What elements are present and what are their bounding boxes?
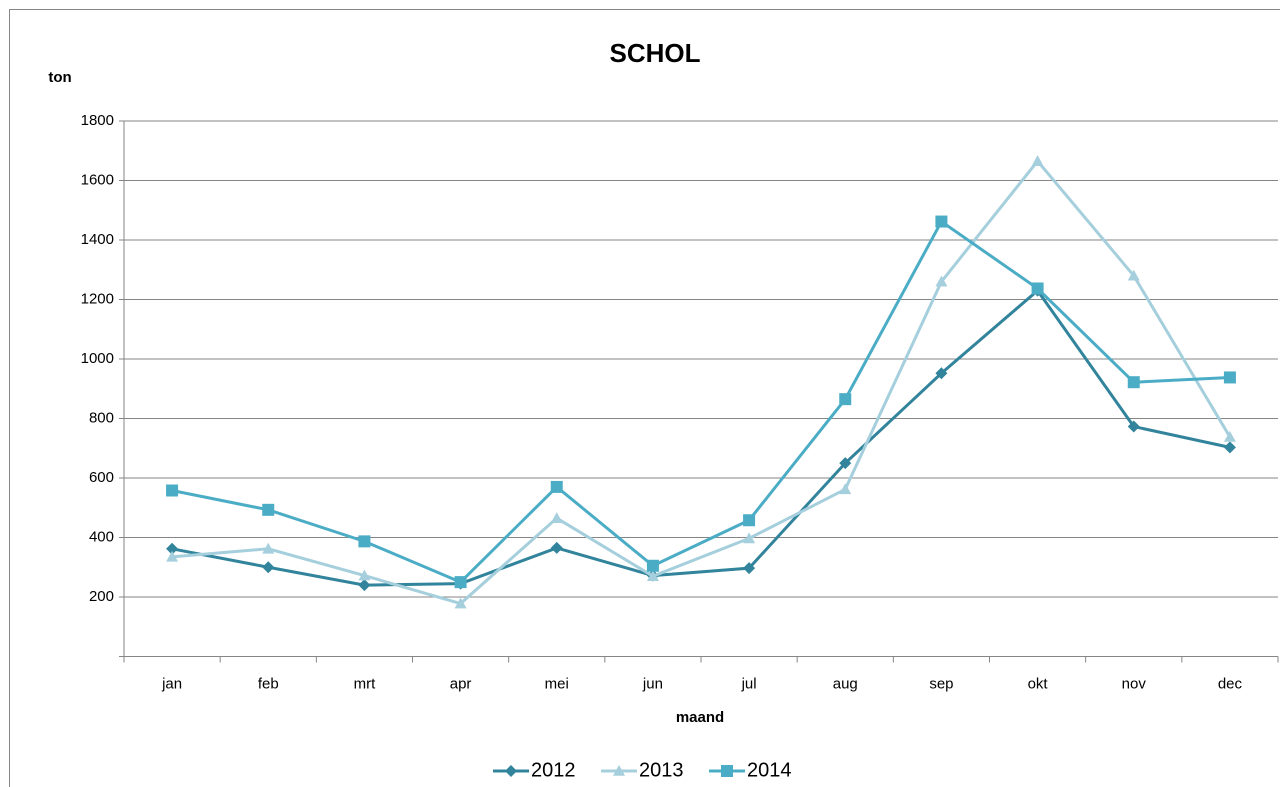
marker-diamond (1223, 441, 1236, 454)
marker-triangle (935, 275, 948, 287)
marker-diamond (505, 765, 517, 777)
x-tick-label: feb (258, 675, 279, 692)
legend-label: 2014 (747, 759, 792, 781)
series-line (171, 288, 1231, 587)
marker-square (839, 393, 852, 406)
marker-triangle (1031, 155, 1044, 166)
x-tick-label: mrt (354, 675, 376, 692)
series-line (171, 219, 1230, 584)
marker-triangle (454, 597, 467, 609)
y-tick-label: 1200 (81, 290, 114, 307)
marker-diamond (743, 562, 756, 575)
marker-square (1031, 282, 1044, 295)
marker-diamond (358, 579, 371, 592)
x-tick-label: jan (161, 675, 182, 692)
y-tick-label: 400 (89, 528, 114, 545)
marker-square (358, 535, 371, 548)
marker-triangle (613, 765, 625, 776)
x-tick-label: sep (929, 675, 953, 692)
marker-square (721, 765, 733, 777)
marker-triangle (1127, 269, 1140, 281)
x-axis-label: maand (676, 709, 724, 726)
marker-diamond (1127, 420, 1140, 433)
x-tick-label: dec (1218, 675, 1243, 692)
y-tick-label: 1000 (81, 350, 114, 367)
marker-square (1127, 376, 1140, 389)
marker-diamond (550, 541, 563, 554)
marker-triangle (743, 532, 756, 544)
marker-diamond (166, 542, 179, 555)
y-tick-label: 600 (89, 469, 114, 486)
chart-title: SCHOL (610, 38, 701, 68)
marker-square (743, 514, 756, 527)
chart-frame (9, 9, 1280, 787)
x-tick-label: apr (450, 675, 472, 692)
x-tick-label: jul (741, 675, 757, 692)
marker-square (550, 480, 563, 493)
y-axis-label: ton (48, 69, 71, 86)
marker-triangle (839, 483, 852, 495)
marker-diamond (839, 457, 852, 470)
marker-square (166, 484, 179, 497)
marker-triangle (358, 569, 371, 581)
marker-triangle (550, 512, 563, 523)
y-tick-label: 1600 (81, 171, 114, 188)
y-tick-label: 800 (89, 409, 114, 426)
marker-square (1223, 371, 1236, 384)
marker-square (454, 576, 467, 589)
x-tick-label: okt (1028, 675, 1049, 692)
marker-triangle (646, 570, 659, 581)
legend-label: 2012 (531, 759, 576, 781)
series-line (171, 158, 1232, 606)
marker-square (262, 503, 275, 516)
x-tick-label: mei (545, 675, 569, 692)
x-tick-label: nov (1122, 675, 1147, 692)
marker-triangle (262, 542, 275, 554)
marker-diamond (262, 561, 275, 574)
marker-square (646, 559, 659, 572)
y-tick-label: 1800 (81, 112, 114, 129)
y-tick-label: 200 (89, 588, 114, 605)
legend-label: 2013 (639, 759, 684, 781)
x-tick-label: aug (833, 675, 858, 692)
y-tick-label: 1400 (81, 231, 114, 248)
marker-triangle (166, 550, 179, 562)
marker-square (935, 215, 948, 228)
marker-diamond (935, 367, 948, 380)
x-tick-label: jun (642, 675, 663, 692)
marker-triangle (1223, 430, 1236, 442)
